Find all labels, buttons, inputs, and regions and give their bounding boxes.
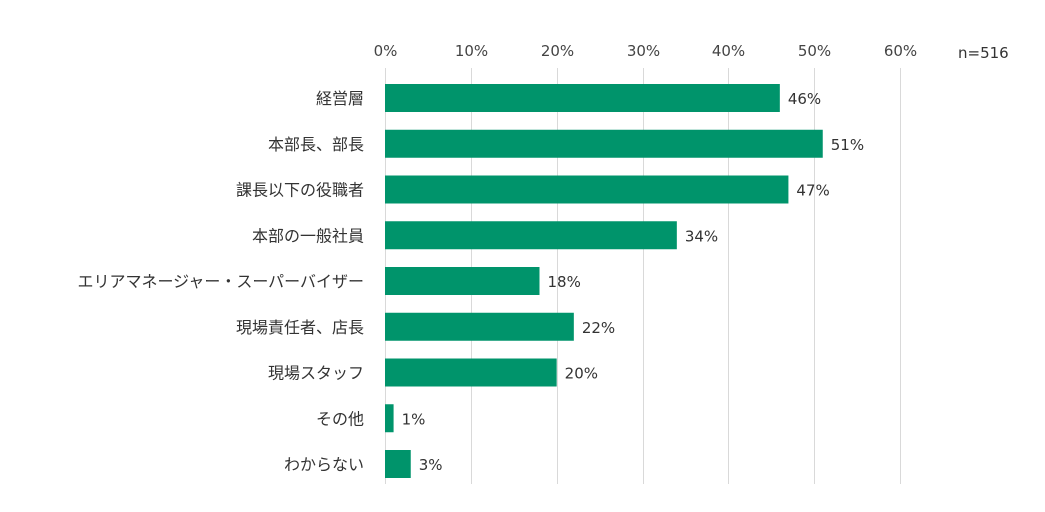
x-tick-label: 0% <box>374 42 398 60</box>
data-label: 20% <box>565 365 598 383</box>
data-label: 18% <box>548 273 581 291</box>
x-tick-label: 60% <box>884 42 917 60</box>
bar <box>385 312 574 341</box>
bar <box>385 267 540 295</box>
bar <box>385 358 557 387</box>
x-axis-ticks: 0% 10% 20% 30% 40% 50% 60% <box>374 42 918 60</box>
data-label: 34% <box>685 227 718 245</box>
category-label: 本部長、部長 <box>268 135 364 154</box>
bar <box>385 175 789 204</box>
bar <box>385 450 411 478</box>
category-label: 経営層 <box>316 89 364 108</box>
x-tick-label: 50% <box>798 42 831 60</box>
data-label: 51% <box>831 136 864 154</box>
category-labels: 経営層本部長、部長課長以下の役職者本部の一般社員エリアマネージャー・スーパーバイ… <box>77 89 364 474</box>
data-label: 22% <box>582 319 615 337</box>
bar <box>385 84 780 112</box>
data-labels: 46% 51% 47% 34% 18% 22% 20% 1% 3% <box>402 90 865 474</box>
bar <box>385 129 823 158</box>
bar <box>385 404 394 433</box>
bars <box>385 84 823 478</box>
category-label: 現場スタッフ <box>268 364 364 383</box>
bar <box>385 221 677 250</box>
category-label: 現場責任者、店長 <box>236 318 364 337</box>
x-tick-label: 10% <box>455 42 488 60</box>
x-tick-label: 20% <box>541 42 574 60</box>
x-tick-label: 40% <box>712 42 745 60</box>
category-label: その他 <box>316 409 364 428</box>
data-label: 3% <box>419 456 443 474</box>
category-label: エリアマネージャー・スーパーバイザー <box>77 272 364 291</box>
sample-size-annotation: n=516 <box>958 44 1009 62</box>
data-label: 46% <box>788 90 821 108</box>
x-tick-label: 30% <box>627 42 660 60</box>
category-label: わからない <box>284 455 364 474</box>
category-label: 課長以下の役職者 <box>236 181 364 200</box>
category-label: 本部の一般社員 <box>252 226 364 245</box>
data-label: 1% <box>402 410 426 428</box>
data-label: 47% <box>796 182 829 200</box>
